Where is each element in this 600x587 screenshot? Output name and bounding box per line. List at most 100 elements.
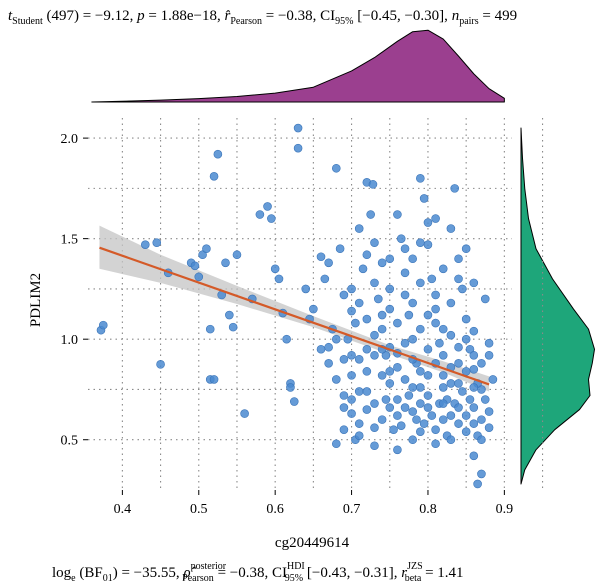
data-point [381,350,391,360]
data-point [400,244,410,254]
data-point [324,359,333,368]
data-point [450,184,460,193]
data-point [385,284,395,294]
data-point [347,350,356,360]
y-tick-label: 2.0 [61,132,79,147]
data-point [484,338,494,348]
data-point [408,435,417,445]
data-point [354,298,364,308]
data-point [461,411,471,420]
data-point [423,391,433,400]
data-point [339,354,349,364]
data-point [454,359,463,368]
data-point [404,310,414,320]
regression-line [99,246,490,386]
data-point [416,324,425,334]
data-point [484,407,494,416]
data-point [423,403,433,412]
data-point [324,342,333,352]
data-point [400,375,410,384]
data-point [98,320,108,330]
data-point [339,391,349,400]
data-point [362,314,372,324]
data-point [438,264,448,274]
data-point [282,334,291,344]
data-point [446,379,456,388]
data-point [331,439,341,449]
y-axis-label: PDLIM2 [28,273,44,327]
data-point [354,419,364,428]
data-point [374,294,383,304]
data-point [316,344,326,354]
data-point [438,383,448,392]
data-point [408,298,417,308]
data-point [362,405,372,414]
data-point [423,310,433,320]
data-point [484,423,494,432]
data-point [454,419,463,428]
data-point [198,250,207,260]
data-point [438,350,448,360]
top-density-curve [91,29,505,103]
x-axis-label: cg20449614 [275,535,350,551]
data-point [274,274,284,284]
data-point [393,395,402,404]
data-point [370,399,379,408]
data-point [427,274,437,284]
data-point [354,387,364,396]
data-point [465,395,475,404]
data-point [393,411,402,420]
data-point [370,441,379,451]
data-point [469,383,479,392]
top-marginal-density [91,29,505,103]
data-point [377,324,387,334]
data-point [240,409,249,418]
data-point [400,403,410,412]
data-point [225,310,234,320]
data-point [316,252,326,262]
data-point [477,359,486,368]
data-point [152,238,162,247]
stats-bottom: loge (BF01) = −35.55, ρ̂posterior Pearson… [52,561,464,584]
data-point [461,334,471,344]
data-point [205,324,215,334]
data-point [461,244,471,254]
data-point [469,278,479,288]
data-point [431,290,440,300]
data-point [377,371,387,380]
data-point [431,439,440,449]
data-point [194,272,204,282]
data-point [385,403,395,412]
data-point [461,314,471,324]
data-point [347,371,356,380]
data-point [301,284,311,294]
data-point [454,254,463,264]
data-point [362,250,372,260]
y-tick-label: 1.5 [61,233,79,248]
data-point [469,451,479,461]
data-point [477,435,486,445]
scatter-points [96,123,498,489]
data-point [140,240,150,249]
x-tick-label: 0.6 [266,502,284,517]
data-point [488,375,498,384]
data-point [461,427,471,436]
data-point [408,254,417,264]
x-tick-label: 0.7 [343,502,361,517]
data-point [351,318,360,328]
data-point [221,258,230,268]
data-point [190,261,200,271]
data-point [370,330,379,340]
stats-top: tStudent (497) = −9.12, p = 1.88e−18, r̂… [8,8,517,27]
data-point [347,306,356,316]
data-point [393,210,402,219]
data-point [377,258,387,268]
right-marginal-density [520,127,595,485]
data-point [469,403,479,412]
data-point [431,304,440,314]
data-point [458,387,467,396]
data-point [423,344,433,354]
x-tick-label: 0.8 [419,502,437,517]
data-point [370,423,379,432]
